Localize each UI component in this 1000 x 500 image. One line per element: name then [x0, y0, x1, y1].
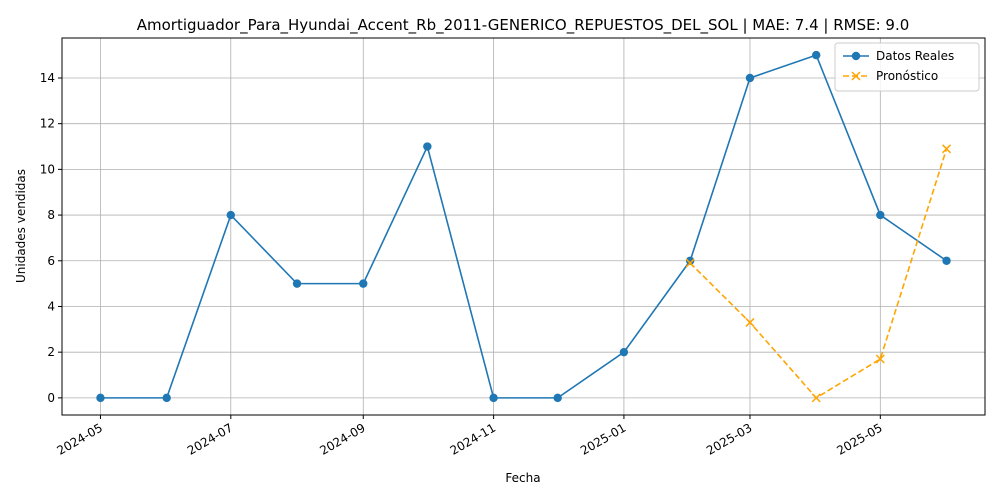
legend-item: Datos Reales	[843, 49, 954, 63]
series-line	[689, 148, 948, 399]
y-tick-label: 10	[40, 162, 55, 176]
data-point	[553, 393, 562, 403]
data-point	[423, 142, 432, 151]
data-point	[96, 393, 105, 403]
chart-title: Amortiguador_Para_Hyundai_Accent_Rb_2011…	[137, 16, 910, 35]
y-axis: 0 2 4 6 8 10 12 14	[40, 71, 62, 405]
legend-item: Pronóstico	[843, 69, 938, 83]
x-tick-label: 2024-11	[448, 421, 498, 458]
data-point	[685, 258, 695, 268]
series-layer	[96, 50, 952, 403]
data-point	[226, 210, 235, 220]
data-point	[942, 256, 951, 265]
legend-box	[834, 42, 980, 92]
series-forecast	[685, 144, 952, 403]
data-point	[811, 393, 821, 403]
y-tick-label: 12	[40, 117, 55, 131]
x-tick-label: 2025-03	[704, 421, 754, 458]
legend-marker	[851, 51, 861, 61]
y-tick-label: 4	[47, 299, 55, 313]
y-tick-label: 2	[47, 345, 55, 359]
data-point	[812, 50, 821, 60]
data-point	[875, 354, 885, 364]
x-axis: 2024-05 2024-07 2024-09 2024-11 2025-01 2025-…	[55, 415, 885, 458]
y-tick-label: 8	[47, 208, 55, 222]
y-axis-label: Unidades vendidas	[14, 169, 28, 283]
legend-label: Pronóstico	[876, 69, 938, 83]
data-point	[876, 210, 885, 220]
series-actual	[96, 50, 951, 403]
x-tick-label: 2024-05	[55, 421, 105, 458]
legend-label: Datos Reales	[876, 49, 954, 63]
x-tick-label: 2025-01	[578, 421, 628, 458]
data-point	[745, 317, 755, 327]
y-tick-label: 14	[40, 71, 55, 85]
data-point	[162, 393, 171, 403]
plot-frame	[61, 37, 986, 416]
legend: Datos Reales Pronóstico	[834, 42, 980, 92]
data-point	[942, 144, 952, 154]
data-point	[359, 279, 368, 288]
series-line	[100, 54, 947, 399]
y-tick-label: 6	[47, 254, 55, 268]
x-axis-label: Fecha	[505, 471, 540, 485]
legend-marker	[851, 71, 861, 81]
y-tick-label: 0	[47, 391, 55, 405]
data-point	[685, 256, 695, 265]
x-tick-label: 2024-09	[317, 421, 367, 458]
data-point	[292, 279, 302, 288]
x-tick-label: 2024-07	[185, 421, 235, 458]
data-point	[745, 73, 755, 83]
data-point	[619, 347, 629, 357]
data-point	[489, 393, 498, 403]
x-tick-label: 2025-05	[834, 421, 884, 458]
grid	[62, 38, 985, 415]
